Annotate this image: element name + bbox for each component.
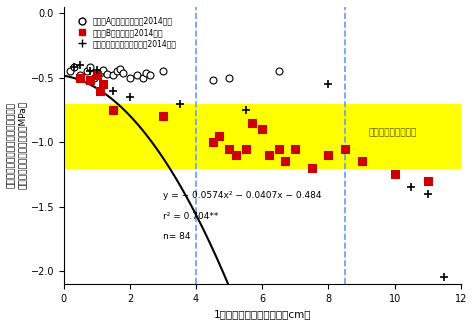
- Point: [83, 69, 91, 74]
- Point: [391, 172, 399, 177]
- Point: [282, 159, 289, 164]
- Text: r² = 0.704**: r² = 0.704**: [163, 212, 219, 221]
- Point: [216, 133, 223, 138]
- Point: [100, 82, 107, 87]
- Point: [358, 159, 365, 164]
- Point: [109, 88, 117, 93]
- Point: [242, 107, 249, 112]
- Point: [126, 75, 134, 81]
- Point: [325, 153, 332, 158]
- Point: [86, 65, 94, 70]
- Point: [143, 70, 150, 75]
- Point: [109, 107, 117, 112]
- Point: [93, 67, 100, 73]
- Point: [93, 73, 100, 78]
- Point: [76, 62, 84, 67]
- Point: [209, 78, 217, 83]
- Point: [242, 146, 249, 151]
- Point: [424, 178, 431, 184]
- Point: [96, 70, 104, 75]
- X-axis label: 1日当たりの水位低下量（cm）: 1日当たりの水位低下量（cm）: [214, 309, 311, 319]
- Point: [109, 73, 117, 78]
- Point: [126, 95, 134, 100]
- Point: [93, 73, 100, 78]
- Point: [146, 73, 154, 78]
- Point: [248, 120, 256, 126]
- Y-axis label: カンキツが受けている乾燥ストレス
葉内最大水ポテンシャル（MPa）: カンキツが受けている乾燥ストレス 葉内最大水ポテンシャル（MPa）: [7, 101, 27, 189]
- Legend: 試験地A「はれひめ」（2014年）, 試験地B「石地」（2014年）, ポット試験「宮川早生」（2014年）: 試験地A「はれひめ」（2014年）, 試験地B「石地」（2014年）, ポット試…: [72, 14, 179, 51]
- Text: 適度な乾燥ストレス: 適度な乾燥ストレス: [368, 129, 417, 138]
- Point: [226, 146, 233, 151]
- Point: [76, 73, 84, 78]
- Point: [209, 140, 217, 145]
- Point: [232, 153, 240, 158]
- Point: [76, 75, 84, 81]
- Point: [70, 65, 77, 70]
- Point: [86, 69, 94, 74]
- Point: [100, 67, 107, 73]
- Bar: [64, 104, 461, 168]
- Point: [275, 69, 283, 74]
- Point: [408, 185, 415, 190]
- Point: [96, 88, 104, 93]
- Point: [116, 66, 124, 71]
- Point: [159, 69, 167, 74]
- Point: [139, 75, 147, 81]
- Point: [66, 69, 74, 74]
- Point: [424, 191, 431, 196]
- Point: [176, 101, 183, 106]
- Point: [292, 146, 299, 151]
- Point: [103, 71, 110, 77]
- Point: [258, 127, 266, 132]
- Point: [113, 69, 120, 74]
- Point: [70, 65, 77, 70]
- Point: [440, 275, 448, 280]
- Point: [325, 82, 332, 87]
- Point: [275, 146, 283, 151]
- Point: [341, 146, 349, 151]
- Point: [159, 114, 167, 119]
- Point: [86, 78, 94, 83]
- Point: [265, 153, 273, 158]
- Point: [226, 75, 233, 81]
- Text: y = − 0.0574x² − 0.0407x − 0.484: y = − 0.0574x² − 0.0407x − 0.484: [163, 191, 321, 200]
- Point: [90, 75, 97, 81]
- Point: [119, 70, 127, 75]
- Text: n= 84: n= 84: [163, 232, 191, 241]
- Point: [308, 165, 316, 170]
- Point: [133, 73, 140, 78]
